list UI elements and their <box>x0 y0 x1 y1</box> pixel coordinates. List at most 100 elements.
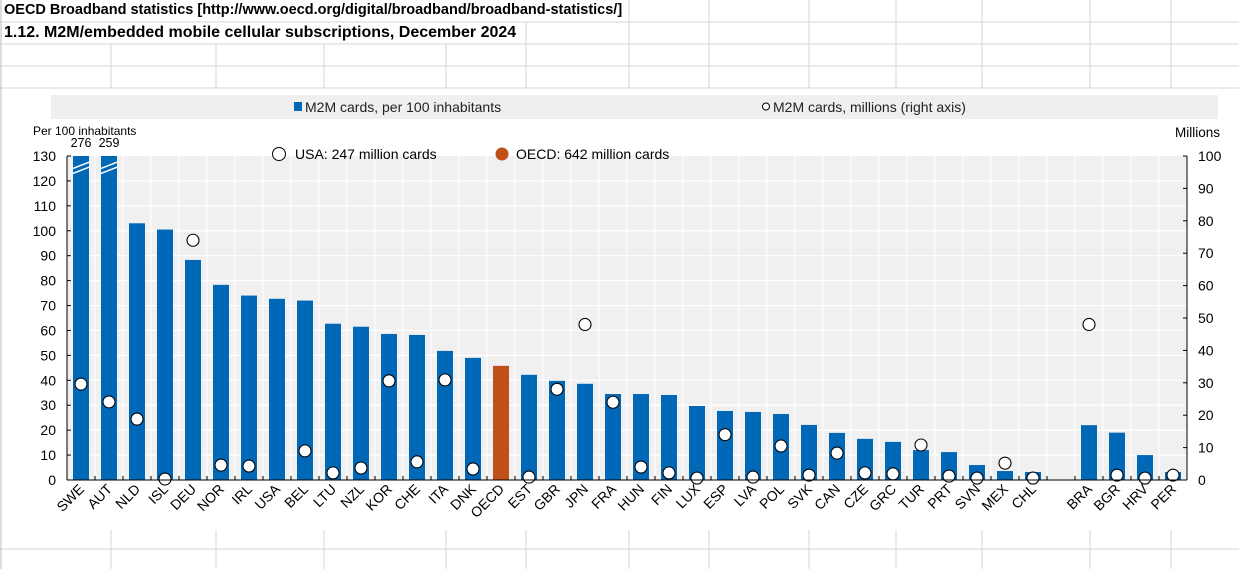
point-can <box>830 446 844 460</box>
point-che <box>410 455 424 469</box>
point-svk <box>802 468 816 482</box>
bar-esp <box>717 410 733 480</box>
x-label-gbr: GBR <box>530 481 563 514</box>
plot-gridlines <box>67 156 1187 480</box>
x-label-prt: PRT <box>924 480 955 511</box>
x-label-swe: SWE <box>53 481 87 515</box>
point-per <box>1166 468 1180 482</box>
point-nzl <box>354 461 368 475</box>
left-tick-label: 70 <box>40 298 56 314</box>
axis-break-mark <box>72 166 90 175</box>
x-label-can: CAN <box>811 481 843 513</box>
left-tick-label: 90 <box>40 248 56 264</box>
bar-isl <box>157 229 173 480</box>
legend-bar-swatch <box>294 102 302 111</box>
bar-che <box>409 334 425 480</box>
x-label-che: CHE <box>391 481 423 513</box>
point-bel <box>298 444 312 458</box>
bar-nld <box>129 223 145 481</box>
bar-ltu <box>325 323 341 480</box>
point-swe <box>74 377 88 391</box>
right-tick-label: 100 <box>1198 148 1222 164</box>
bar-nor <box>213 284 229 480</box>
x-label-grc: GRC <box>866 481 899 514</box>
point-mex <box>998 456 1012 470</box>
point-kor <box>382 374 396 388</box>
point-svn <box>970 471 984 485</box>
point-gbr <box>550 382 564 396</box>
usa-annotation: USA: 247 million cards <box>295 146 437 162</box>
x-label-ltu: LTU <box>310 481 339 510</box>
bar-hun <box>633 394 649 480</box>
bar-irl <box>241 295 257 480</box>
right-tick-label: 0 <box>1198 472 1206 488</box>
point-irl <box>242 459 256 473</box>
point-nld <box>130 412 144 426</box>
bar-aut <box>101 156 117 480</box>
point-chl <box>1026 471 1040 485</box>
point-dnk <box>466 462 480 476</box>
point-fra <box>606 395 620 409</box>
point-nor <box>214 458 228 472</box>
source-header: OECD Broadband statistics [http://www.oe… <box>4 2 623 18</box>
bar-est <box>521 374 537 480</box>
axes: 0 10 20 30 40 50 60 70 80 90 100 110 120 130 0 10 20 30 40… <box>33 148 1222 488</box>
x-label-kor: KOR <box>362 481 395 514</box>
x-label-bra: BRA <box>1063 480 1095 512</box>
bar-bra <box>1081 425 1097 480</box>
right-tick-label: 10 <box>1198 440 1214 456</box>
bar-gbr <box>549 380 565 480</box>
bar-bgr <box>1109 432 1125 480</box>
point-lux <box>690 471 704 485</box>
bar-bel <box>297 300 313 480</box>
left-tick-label: 110 <box>34 198 57 214</box>
bar-fra <box>605 394 621 480</box>
axis-break-mark <box>100 161 118 170</box>
right-tick-label: 80 <box>1198 213 1214 229</box>
bar-ita <box>437 350 453 480</box>
x-label-irl: IRL <box>228 481 255 508</box>
x-label-aut: AUT <box>84 480 115 511</box>
right-axis-title: Millions <box>1175 125 1220 140</box>
x-label-fin: FIN <box>648 481 675 508</box>
x-label-hun: HUN <box>614 481 647 514</box>
left-tick-label: 50 <box>40 347 56 363</box>
bar-oecd <box>493 365 509 480</box>
point-bgr <box>1110 468 1124 482</box>
x-label-deu: DEU <box>167 481 199 513</box>
right-tick-label: 20 <box>1198 407 1214 423</box>
bar-deu <box>185 259 201 480</box>
left-tick-label: 120 <box>33 173 57 189</box>
x-label-pol: POL <box>756 481 787 512</box>
break-value-label-swe: 276 <box>71 136 92 150</box>
axis-break-mark <box>72 161 90 170</box>
legend-bar-label: M2M cards, per 100 inhabitants <box>305 99 501 115</box>
left-tick-label: 30 <box>40 397 56 413</box>
left-tick-label: 10 <box>40 447 56 463</box>
point-tur <box>914 438 928 452</box>
axis-break-mark <box>100 166 118 175</box>
point-isl <box>158 472 172 486</box>
left-tick-label: 100 <box>33 223 57 239</box>
right-tick-label: 70 <box>1198 245 1214 261</box>
bar-swe <box>73 156 89 480</box>
bar-dnk <box>465 357 481 480</box>
point-prt <box>942 469 956 483</box>
point-deu <box>186 233 200 247</box>
legend-circle-label: M2M cards, millions (right axis) <box>773 99 966 115</box>
x-label-jpn: JPN <box>561 481 591 511</box>
left-tick-label: 20 <box>40 422 56 438</box>
left-tick-label: 0 <box>48 472 56 488</box>
x-label-svk: SVK <box>784 480 816 512</box>
x-label-mex: MEX <box>978 480 1011 513</box>
point-ita <box>438 373 452 387</box>
right-tick-label: 60 <box>1198 278 1214 294</box>
x-label-hrv: HRV <box>1119 480 1152 513</box>
legend-circle-swatch <box>762 102 770 111</box>
bar-fin <box>661 395 677 480</box>
x-label-esp: ESP <box>700 481 731 512</box>
point-fin <box>662 466 676 480</box>
